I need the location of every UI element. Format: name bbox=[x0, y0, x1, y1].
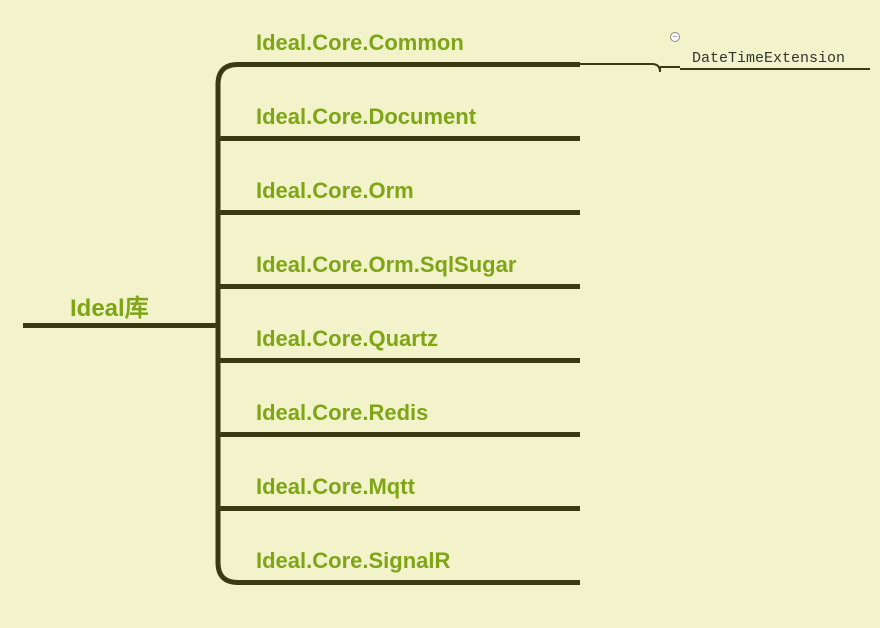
child-node[interactable]: Ideal.Core.Quartz bbox=[256, 326, 438, 352]
child-underline bbox=[245, 284, 580, 289]
child-node[interactable]: Ideal.Core.Orm bbox=[256, 178, 414, 204]
child-node[interactable]: Ideal.Core.Orm.SqlSugar bbox=[256, 252, 516, 278]
child-node[interactable]: Ideal.Core.Redis bbox=[256, 400, 428, 426]
child-label: Ideal.Core.Orm bbox=[256, 178, 414, 203]
leaf-underline bbox=[680, 68, 870, 70]
root-underline bbox=[23, 323, 193, 328]
child-underline bbox=[245, 136, 580, 141]
child-node[interactable]: Ideal.Core.SignalR bbox=[256, 548, 450, 574]
collapse-icon[interactable]: – bbox=[670, 32, 680, 42]
child-node[interactable]: Ideal.Core.Mqtt bbox=[256, 474, 415, 500]
child-label: Ideal.Core.Orm.SqlSugar bbox=[256, 252, 516, 277]
child-underline bbox=[245, 506, 580, 511]
leaf-node[interactable]: DateTimeExtension bbox=[692, 50, 845, 67]
child-label: Ideal.Core.Common bbox=[256, 30, 464, 55]
child-underline bbox=[245, 358, 580, 363]
child-label: Ideal.Core.Quartz bbox=[256, 326, 438, 351]
child-label: Ideal.Core.SignalR bbox=[256, 548, 450, 573]
child-label: Ideal.Core.Redis bbox=[256, 400, 428, 425]
child-underline bbox=[245, 580, 580, 585]
child-underline bbox=[245, 62, 580, 67]
child-underline bbox=[245, 210, 580, 215]
leaf-label: DateTimeExtension bbox=[692, 50, 845, 67]
child-node[interactable]: Ideal.Core.Document bbox=[256, 104, 476, 130]
child-node[interactable]: Ideal.Core.Common bbox=[256, 30, 464, 56]
child-underline bbox=[245, 432, 580, 437]
root-node[interactable]: Ideal库 bbox=[70, 288, 149, 323]
root-label: Ideal库 bbox=[70, 295, 149, 322]
child-label: Ideal.Core.Document bbox=[256, 104, 476, 129]
child-label: Ideal.Core.Mqtt bbox=[256, 474, 415, 499]
